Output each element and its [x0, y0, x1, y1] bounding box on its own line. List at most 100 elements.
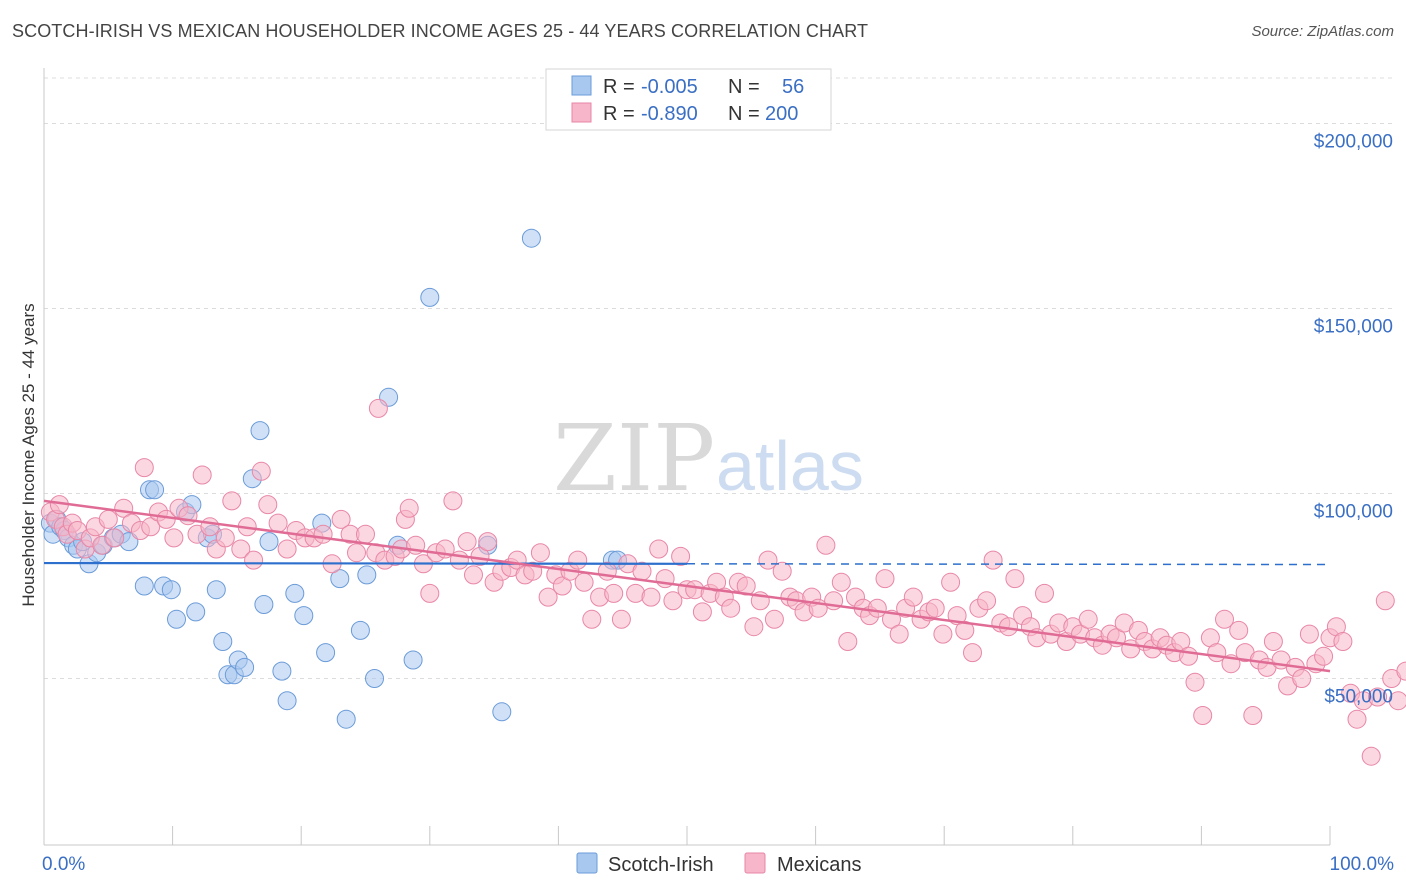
- point-mexicans-27: [215, 528, 235, 548]
- trend-scotch-irish-solid: [43, 561, 688, 565]
- point-mexicans-123: [925, 598, 945, 618]
- point-scotch-irish-46: [365, 669, 384, 688]
- point-mexicans-158: [1179, 646, 1198, 666]
- chart-title: SCOTCH-IRISH VS MEXICAN HOUSEHOLDER INCO…: [12, 21, 869, 41]
- point-mexicans-127: [955, 620, 975, 640]
- point-mexicans-95: [721, 598, 741, 618]
- point-mexicans-59: [457, 532, 477, 552]
- y-tick-label-2: $150,000: [1314, 317, 1393, 338]
- point-mexicans-184: [1361, 746, 1381, 766]
- point-mexicans-91: [692, 602, 712, 622]
- point-mexicans-31: [244, 550, 264, 570]
- point-mexicans-44: [356, 524, 375, 544]
- point-mexicans-33: [258, 495, 278, 515]
- point-scotch-irish-34: [254, 595, 274, 614]
- legend-n-value-2: 200: [765, 103, 798, 125]
- point-mexicans-16: [134, 458, 154, 478]
- point-mexicans-29: [231, 539, 251, 559]
- point-scotch-irish-42: [330, 569, 350, 589]
- point-mexicans-39: [313, 524, 333, 544]
- point-mexicans-87: [663, 591, 683, 611]
- trend-scotch-irish-dashed: [686, 563, 1331, 566]
- x-tick-label-1: 100.0%: [1330, 854, 1395, 875]
- point-mexicans-175: [1299, 624, 1319, 644]
- point-mexicans-182: [1347, 709, 1367, 729]
- point-mexicans-85: [649, 539, 669, 559]
- watermark-zip: ZIP: [553, 405, 715, 512]
- point-mexicans-62: [478, 532, 498, 552]
- point-mexicans-185: [1368, 687, 1388, 707]
- y-tick-label-3: $200,000: [1314, 132, 1393, 153]
- point-mexicans-76: [582, 609, 602, 629]
- point-scotch-irish-52: [492, 702, 512, 722]
- point-mexicans-180: [1333, 632, 1353, 651]
- point-mexicans-54: [420, 583, 440, 603]
- point-mexicans-128: [963, 643, 982, 663]
- point-scotch-irish-19: [161, 580, 181, 600]
- trend-lines: [43, 499, 1331, 673]
- point-mexicans-83: [632, 561, 652, 581]
- point-mexicans-102: [772, 561, 792, 581]
- point-mexicans-174: [1292, 669, 1312, 688]
- point-scotch-irish-41: [316, 643, 336, 663]
- point-mexicans-186: [1375, 591, 1395, 611]
- point-mexicans-46: [368, 398, 388, 418]
- point-scotch-irish-31: [235, 657, 255, 677]
- point-mexicans-79: [604, 583, 624, 603]
- point-mexicans-124: [933, 624, 953, 644]
- point-mexicans-111: [838, 632, 858, 651]
- point-mexicans-98: [744, 617, 764, 637]
- legend-swatch-scotch-irish: [571, 75, 592, 96]
- legend-n-label-1: N =: [728, 76, 760, 98]
- point-mexicans-101: [764, 609, 784, 629]
- point-mexicans-17: [141, 517, 161, 537]
- point-mexicans-131: [983, 550, 1003, 570]
- point-mexicans-41: [331, 509, 351, 529]
- tick-labels: $50,000 $100,000 $150,000 $200,000 0.0% 100.0…: [42, 132, 1394, 876]
- watermark: ZIP atlas: [553, 405, 864, 512]
- point-mexicans-138: [1035, 583, 1054, 603]
- point-mexicans-70: [538, 587, 558, 607]
- axes: [43, 68, 1331, 846]
- point-mexicans-120: [903, 587, 923, 607]
- point-scotch-irish-45: [357, 565, 377, 585]
- bottom-legend-swatch-mexicans: [744, 852, 766, 874]
- point-mexicans-34: [268, 513, 288, 533]
- point-scotch-irish-23: [186, 602, 206, 622]
- bottom-legend: Scotch-Irish Mexicans: [576, 852, 861, 876]
- legend-box: R = -0.005 N = 56 R = -0.890 N = 200: [545, 68, 832, 131]
- point-mexicans-167: [1243, 706, 1263, 725]
- point-mexicans-57: [443, 491, 463, 511]
- point-mexicans-84: [641, 587, 661, 607]
- point-scotch-irish-39: [294, 606, 314, 626]
- point-scotch-irish-17: [145, 480, 165, 500]
- point-mexicans-130: [977, 591, 997, 611]
- x-tick-label-0: 0.0%: [42, 854, 85, 875]
- bottom-legend-label-mexicans: Mexicans: [777, 854, 861, 876]
- point-mexicans-144: [1078, 609, 1098, 629]
- y-tick-label-1: $100,000: [1314, 502, 1393, 523]
- point-mexicans-43: [347, 543, 366, 563]
- point-mexicans-75: [574, 572, 594, 592]
- point-mexicans-125: [941, 572, 961, 592]
- point-mexicans-28: [222, 491, 242, 511]
- legend-r-value-1: -0.005: [641, 76, 698, 98]
- point-mexicans-160: [1193, 706, 1213, 725]
- legend-r-label-2: R =: [603, 103, 635, 125]
- chart-source: Source: ZipAtlas.com: [1251, 23, 1394, 40]
- point-mexicans-165: [1229, 620, 1249, 640]
- point-mexicans-163: [1215, 609, 1234, 629]
- point-scotch-irish-49: [403, 650, 423, 670]
- point-scotch-irish-20: [167, 609, 186, 629]
- legend-swatch-mexicans: [571, 102, 592, 123]
- point-mexicans-60: [464, 565, 483, 585]
- point-mexicans-35: [277, 539, 297, 559]
- point-scotch-irish-38: [285, 583, 305, 603]
- point-mexicans-32: [251, 461, 271, 481]
- point-scotch-irish-27: [213, 632, 233, 651]
- bottom-legend-label-scotch-irish: Scotch-Irish: [608, 854, 714, 876]
- data-points: [40, 228, 1406, 766]
- point-mexicans-25: [200, 517, 220, 537]
- point-mexicans-116: [875, 569, 895, 589]
- bottom-legend-swatch-scotch-irish: [576, 852, 598, 874]
